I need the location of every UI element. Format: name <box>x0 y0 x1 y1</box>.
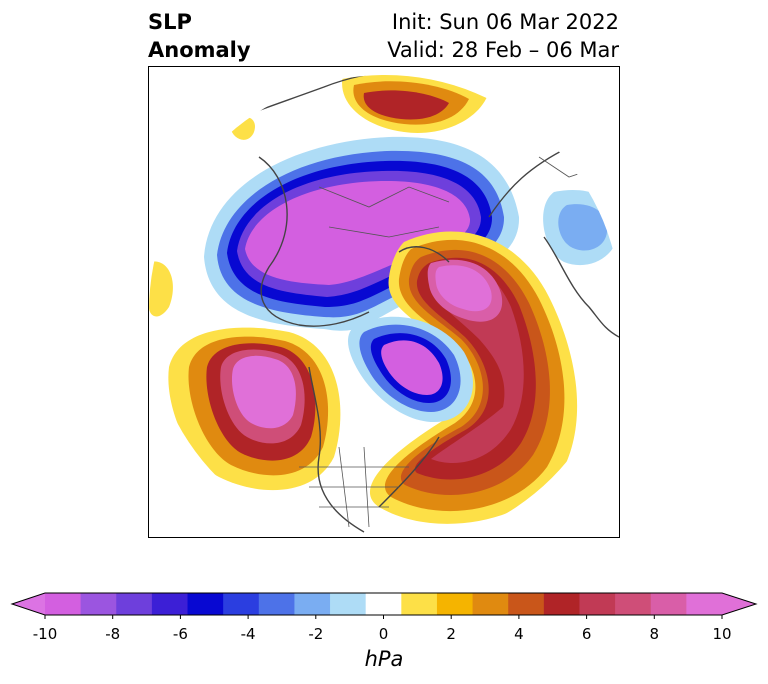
colorbar-swatch <box>650 593 687 615</box>
colorbar-graphic <box>10 592 758 619</box>
colorbar-swatch <box>472 593 509 615</box>
colorbar-tick-label: -8 <box>105 625 121 643</box>
colorbar-unit: hPa <box>364 647 404 671</box>
colorbar-swatch <box>80 593 117 615</box>
canada-low-anomaly <box>347 316 473 422</box>
title-right: Init: Sun 06 Mar 2022 Valid: 28 Feb – 06… <box>387 8 619 64</box>
colorbar-swatch <box>579 593 616 615</box>
colorbar-swatch <box>401 593 438 615</box>
colorbar-swatch <box>436 593 474 615</box>
colorbar-swatch <box>330 593 367 615</box>
colorbar-tick-label: 10 <box>712 625 732 643</box>
colorbar-swatch <box>294 593 331 615</box>
colorbar-swatch <box>508 593 545 615</box>
colorbar-swatch <box>45 593 82 615</box>
colorbar-tick-label: 2 <box>446 625 456 643</box>
colorbar-swatch <box>258 593 295 615</box>
colorbar-swatch <box>615 593 652 615</box>
colorbar-tick-label: -4 <box>240 625 256 643</box>
colorbar-tick-label: -10 <box>32 625 58 643</box>
colorbar: -10 -8 -6 -4 -2 0 2 4 6 8 10 hPa <box>0 585 768 684</box>
greenland-high-anomaly <box>369 231 578 524</box>
anomaly-map <box>149 75 619 537</box>
colorbar-tick-label: 4 <box>514 625 524 643</box>
colorbar-extend-low <box>12 593 45 615</box>
colorbar-swatch <box>116 593 153 615</box>
title-variable: SLP <box>148 10 192 34</box>
colorbar-swatch <box>543 593 580 615</box>
map-panel <box>148 66 620 538</box>
colorbar-swatch <box>365 593 402 615</box>
valid-range: Valid: 28 Feb – 06 Mar <box>387 38 619 62</box>
colorbar-swatch <box>187 593 224 615</box>
colorbar-tick-label: -6 <box>172 625 188 643</box>
colorbar-swatch <box>151 593 189 615</box>
colorbar-tick-label: 0 <box>378 625 389 643</box>
colorbar-swatch <box>686 593 723 615</box>
colorbar-extend-high <box>722 593 756 615</box>
colorbar-swatch <box>223 593 260 615</box>
title-left: SLP Anomaly <box>148 8 251 64</box>
colorbar-tick-label: 8 <box>649 625 660 643</box>
colorbar-tick-label: -2 <box>308 625 324 643</box>
north-pacific-high-anomaly <box>168 327 341 491</box>
init-date: Init: Sun 06 Mar 2022 <box>391 10 619 34</box>
title-type: Anomaly <box>148 38 251 62</box>
colorbar-tick-label: 6 <box>581 625 592 643</box>
